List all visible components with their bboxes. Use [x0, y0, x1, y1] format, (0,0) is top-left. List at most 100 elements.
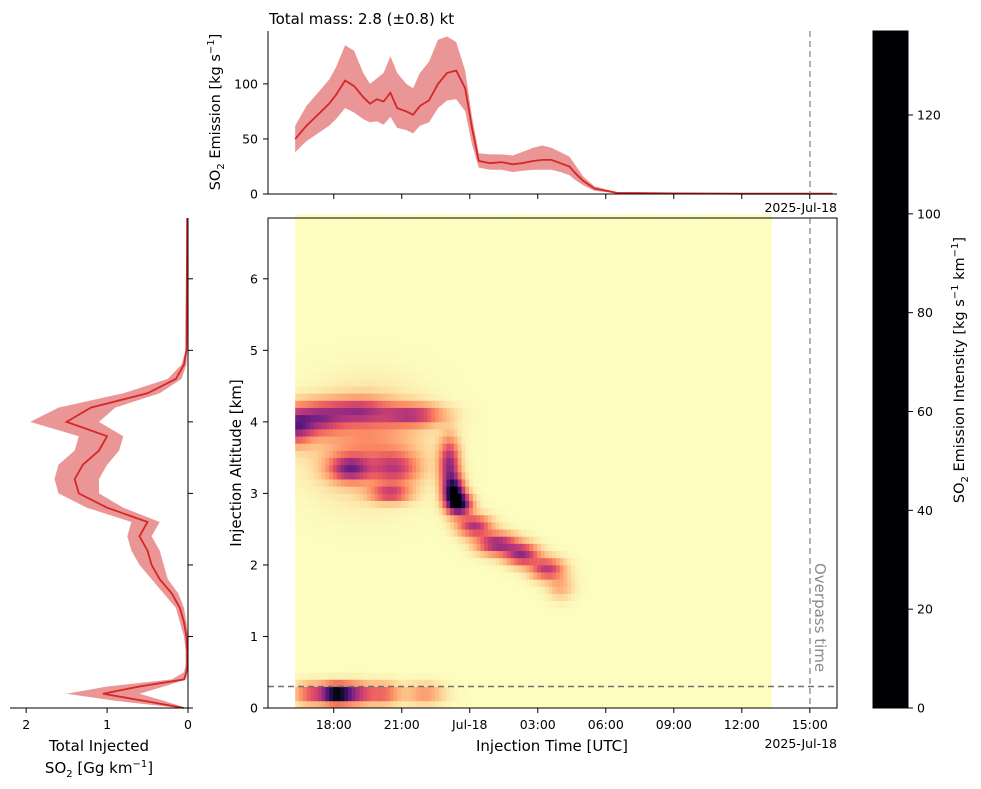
- heatmap-cell: [461, 536, 466, 544]
- heatmap-cell: [310, 479, 315, 487]
- heatmap-cell: [506, 243, 512, 251]
- heatmap-cell: [469, 228, 474, 237]
- heatmap-cell: [499, 443, 504, 451]
- heatmap-cell: [518, 693, 523, 702]
- heatmap-cell: [563, 672, 568, 680]
- heatmap-cell: [393, 378, 398, 387]
- heatmap-cell: [438, 665, 443, 673]
- heatmap-cell: [370, 643, 375, 652]
- heatmap-cell: [344, 407, 349, 416]
- heatmap-cell: [548, 235, 553, 244]
- heatmap-cell: [340, 529, 345, 537]
- heatmap-cell: [295, 622, 300, 630]
- heatmap-cell: [355, 307, 360, 315]
- heatmap-cell: [563, 693, 568, 702]
- heatmap-cell: [453, 493, 459, 501]
- heatmap-cell: [329, 543, 334, 552]
- heatmap-cell: [363, 514, 368, 523]
- heatmap-cell: [378, 657, 383, 666]
- heatmap-cell: [419, 693, 425, 702]
- heatmap-cell: [529, 407, 534, 416]
- heatmap-cell: [404, 350, 409, 358]
- heatmap-cell: [336, 300, 341, 308]
- heatmap-cell: [348, 600, 353, 609]
- heatmap-cell: [540, 436, 546, 444]
- heatmap-cell: [397, 228, 402, 237]
- heatmap-cell: [419, 443, 425, 451]
- heatmap-cell: [359, 450, 364, 459]
- heatmap-cell: [325, 450, 330, 459]
- heatmap-cell: [332, 636, 338, 645]
- heatmap-cell: [487, 693, 493, 702]
- heatmap-cell: [450, 343, 455, 351]
- heatmap-cell: [367, 364, 372, 373]
- heatmap-cell: [351, 657, 357, 666]
- heatmap-cell: [506, 657, 512, 666]
- heatmap-cell: [423, 650, 428, 659]
- heatmap-cell: [427, 364, 432, 373]
- heatmap-cell: [461, 643, 466, 652]
- heatmap-cell: [499, 421, 504, 430]
- heatmap-cell: [385, 450, 391, 459]
- heatmap-cell: [348, 421, 353, 430]
- heatmap-cell: [533, 221, 538, 230]
- heatmap-cell: [540, 271, 546, 280]
- heatmap-cell: [487, 486, 493, 494]
- heatmap-cell: [423, 307, 428, 315]
- heatmap-cell: [423, 414, 428, 423]
- heatmap-cell: [540, 493, 546, 501]
- heatmap-cell: [487, 529, 493, 537]
- heatmap-cell: [533, 235, 538, 244]
- heatmap-cell: [348, 564, 353, 573]
- heatmap-cell: [472, 579, 477, 587]
- heatmap-cell: [480, 686, 485, 695]
- heatmap-cell: [423, 357, 428, 366]
- heatmap-cell: [404, 307, 409, 315]
- heatmap-cell: [367, 257, 372, 265]
- heatmap-cell: [521, 672, 527, 680]
- heatmap-cell: [510, 586, 515, 594]
- heatmap-cell: [325, 636, 330, 645]
- heatmap-cell: [446, 593, 451, 602]
- heatmap-cell: [385, 507, 391, 516]
- heatmap-cell: [317, 364, 323, 373]
- heatmap-cell: [325, 586, 330, 594]
- heatmap-cell: [472, 243, 477, 251]
- heatmap-cell: [472, 629, 477, 637]
- heatmap-cell: [555, 243, 561, 251]
- heatmap-cell: [461, 343, 466, 351]
- heatmap-cell: [476, 393, 481, 401]
- heatmap-cell: [370, 278, 375, 287]
- heatmap-cell: [382, 500, 387, 509]
- heatmap-cell: [329, 285, 334, 294]
- heatmap-cell: [431, 529, 436, 537]
- heatmap-cell: [306, 271, 311, 280]
- heatmap-cell: [484, 679, 489, 687]
- heatmap-cell: [378, 257, 383, 265]
- heatmap-cell: [446, 650, 451, 659]
- heatmap-cell: [302, 479, 307, 487]
- heatmap-cell: [563, 357, 568, 366]
- heatmap-cell: [487, 407, 493, 416]
- heatmap-cell: [423, 471, 428, 480]
- heatmap-cell: [476, 285, 481, 294]
- heatmap-cell: [499, 672, 504, 680]
- heatmap-cell: [329, 600, 334, 609]
- heatmap-cell: [332, 543, 338, 552]
- heatmap-cell: [461, 378, 466, 387]
- heatmap-cell: [325, 657, 330, 666]
- heatmap-cell: [317, 700, 323, 709]
- heatmap-cell: [363, 536, 368, 544]
- heatmap-cell: [506, 622, 512, 630]
- heatmap-cell: [427, 643, 432, 652]
- heatmap-cell: [427, 436, 432, 444]
- heatmap-cell: [427, 486, 432, 494]
- heatmap-cell: [499, 400, 504, 408]
- heatmap-cell: [487, 393, 493, 401]
- heatmap-cell: [559, 414, 564, 423]
- heatmap-cell: [298, 657, 304, 666]
- heatmap-cell: [382, 700, 387, 709]
- heatmap-cell: [325, 293, 330, 301]
- heatmap-cell: [499, 564, 504, 573]
- heatmap-cell: [503, 257, 508, 265]
